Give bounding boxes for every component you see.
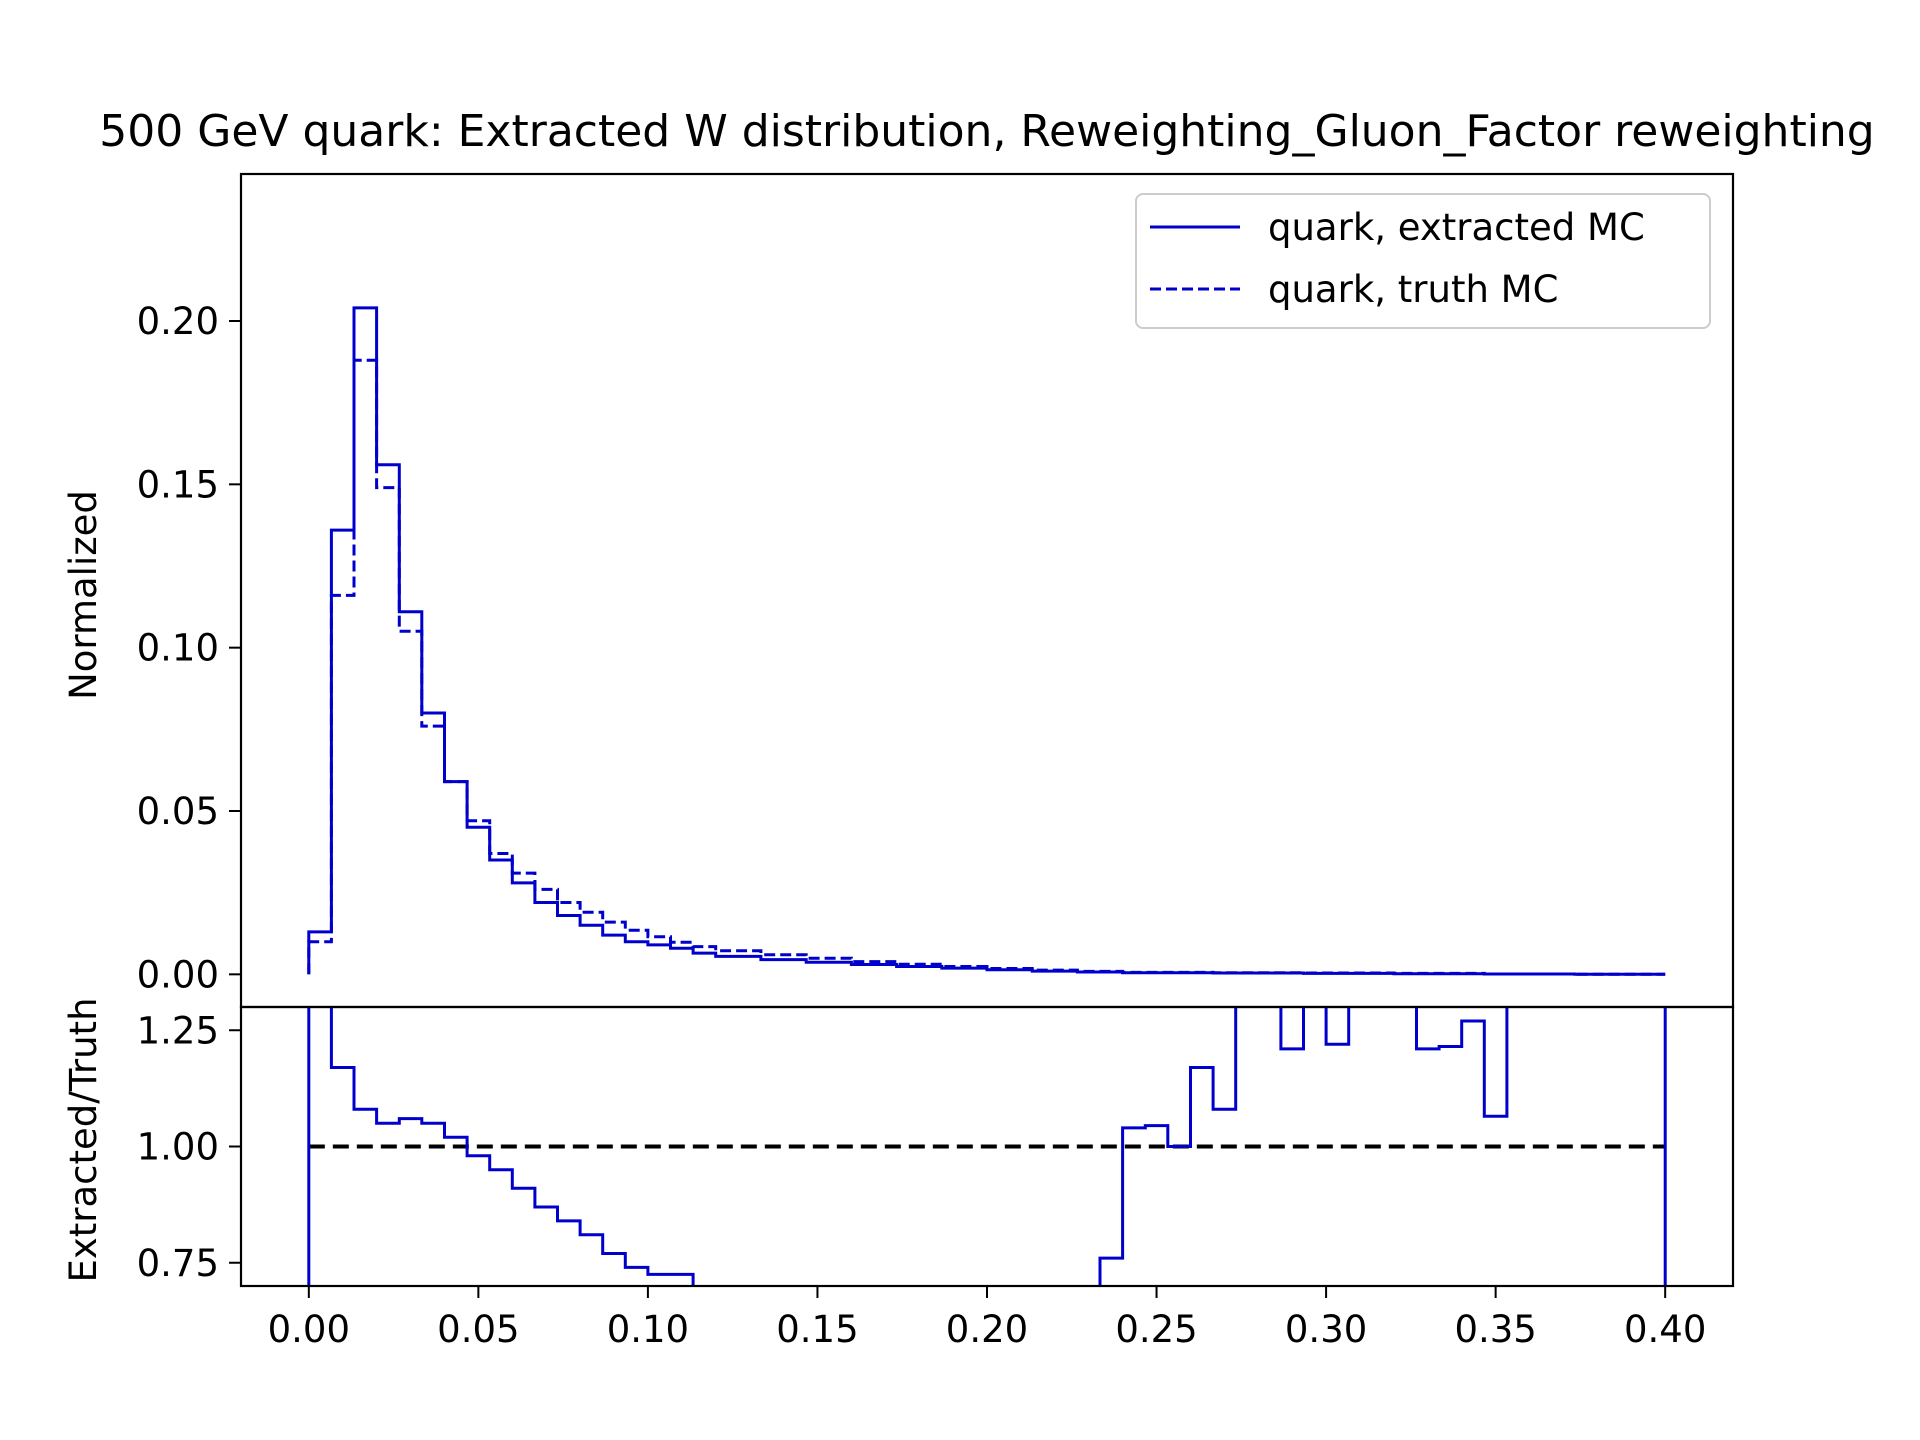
x-tick-label-4: 0.20 bbox=[946, 1308, 1028, 1351]
main-y-ticks: 0.00 0.05 0.10 0.15 0.20 bbox=[137, 300, 241, 996]
chart-title: 500 GeV quark: Extracted W distribution,… bbox=[99, 106, 1875, 157]
main-y-tick-label-1: 0.05 bbox=[137, 790, 219, 833]
x-tick-label-1: 0.05 bbox=[437, 1308, 519, 1351]
x-tick-label-2: 0.10 bbox=[607, 1308, 689, 1351]
main-y-tick-label-2: 0.10 bbox=[137, 627, 219, 670]
ratio-axes-frame bbox=[239, 1005, 1735, 1288]
x-tick-label-0: 0.00 bbox=[268, 1308, 350, 1351]
ratio-y-tick-label-1: 1.00 bbox=[137, 1126, 219, 1169]
ratio-series-0 bbox=[307, 1007, 1667, 1286]
x-tick-label-3: 0.15 bbox=[776, 1308, 858, 1351]
x-axis-ticks: 0.00 0.05 0.10 0.15 0.20 0.25 0.30 0.35 0.40 bbox=[268, 1286, 1706, 1351]
main-y-tick-label-4: 0.20 bbox=[137, 300, 219, 343]
legend-box bbox=[1135, 193, 1711, 329]
legend-label-extracted: quark, extracted MC bbox=[1268, 206, 1645, 249]
legend: quark, extracted MC quark, truth MC bbox=[1135, 193, 1711, 329]
main-y-tick-label-3: 0.15 bbox=[137, 463, 219, 506]
main-y-tick-label-0: 0.00 bbox=[137, 953, 219, 996]
main-y-axis-label: Normalized bbox=[62, 490, 105, 700]
ratio-y-tick-label-2: 1.25 bbox=[137, 1009, 219, 1052]
x-tick-label-6: 0.30 bbox=[1285, 1308, 1367, 1351]
ratio-panel: 0.75 1.00 1.25 0.00 0.05 0.10 0.15 0.20 0.25 0.3… bbox=[62, 997, 1735, 1351]
x-tick-label-5: 0.25 bbox=[1115, 1308, 1197, 1351]
main-series-1 bbox=[307, 358, 1666, 976]
x-tick-label-7: 0.35 bbox=[1454, 1308, 1536, 1351]
legend-label-truth: quark, truth MC bbox=[1268, 268, 1558, 311]
x-tick-label-8: 0.40 bbox=[1624, 1308, 1706, 1351]
main-series bbox=[307, 306, 1666, 976]
main-panel: 0.00 0.05 0.10 0.15 0.20 Normalized bbox=[62, 172, 1735, 1009]
ratio-y-ticks: 0.75 1.00 1.25 bbox=[137, 1009, 241, 1285]
ratio-y-axis-label: Extracted/Truth bbox=[62, 997, 105, 1282]
ratio-y-tick-label-0: 0.75 bbox=[137, 1242, 219, 1285]
ratio-series bbox=[307, 1007, 1667, 1286]
